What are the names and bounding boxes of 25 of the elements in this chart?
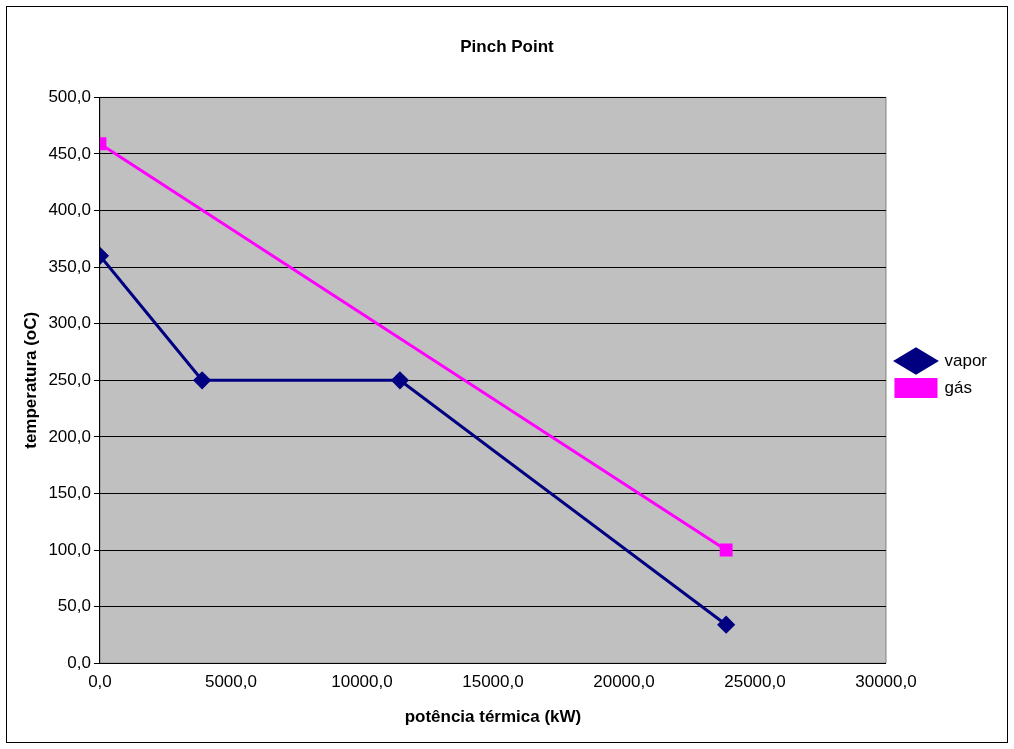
y-tick-label: 400,0 (48, 200, 91, 220)
y-tick-label: 0,0 (67, 652, 91, 672)
chart-title: Pinch Point (460, 36, 555, 56)
x-tick-label: 0,0 (88, 672, 112, 692)
y-tick-label: 500,0 (48, 87, 91, 107)
x-tick-label: 20000,0 (593, 672, 655, 692)
y-tick-label: 450,0 (48, 143, 91, 163)
x-tick-label: 5000,0 (204, 672, 257, 692)
y-tick-label: 50,0 (57, 596, 91, 616)
point (391, 371, 409, 389)
y-tick-label: 250,0 (48, 369, 91, 389)
y-tick-label: 200,0 (48, 426, 91, 446)
legend-label: vapor (944, 350, 988, 370)
x-tick-label: 10000,0 (331, 672, 393, 692)
y-tick-label: 300,0 (48, 313, 91, 333)
x-tick-label: 25000,0 (724, 672, 786, 692)
y-axis-title: temperatura (oC) (20, 311, 40, 449)
x-tick-label: 15000,0 (462, 672, 524, 692)
y-tick-label: 100,0 (48, 539, 91, 559)
point (717, 616, 735, 634)
x-axis-title: potência térmica (kW) (404, 707, 582, 727)
y-tick-label: 350,0 (48, 256, 91, 276)
y-tick-label: 150,0 (48, 483, 91, 503)
x-tick-label: 30000,0 (855, 672, 917, 692)
legend-label: gás (944, 377, 972, 397)
